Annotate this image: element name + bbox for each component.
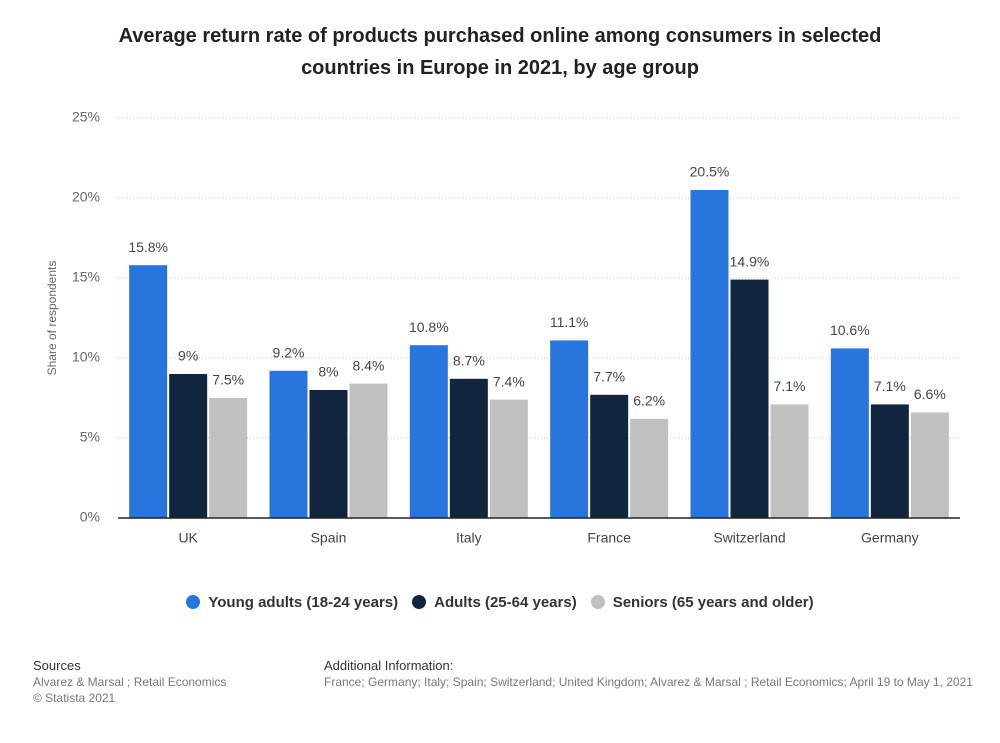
- value-label: 10.8%: [409, 319, 449, 335]
- value-label: 7.5%: [212, 372, 244, 388]
- bar: [690, 190, 729, 518]
- y-tick-label: 15%: [72, 269, 100, 285]
- value-label: 7.1%: [874, 378, 906, 394]
- legend-label: Adults (25-64 years): [434, 594, 577, 611]
- x-tick-label: Germany: [861, 530, 919, 546]
- value-label: 7.7%: [593, 369, 625, 385]
- x-tick-label: UK: [178, 530, 198, 546]
- value-label: 8%: [318, 364, 338, 380]
- bar: [489, 399, 528, 518]
- value-label: 14.9%: [730, 253, 770, 269]
- y-tick-label: 10%: [72, 349, 100, 365]
- x-tick-label: Switzerland: [713, 530, 785, 546]
- bar: [550, 340, 589, 518]
- bar: [870, 404, 909, 518]
- sources-heading: Sources: [33, 658, 81, 673]
- legend: Young adults (18-24 years) Adults (25-64 …: [0, 594, 1000, 611]
- value-label: 11.1%: [550, 314, 589, 330]
- bar: [409, 345, 448, 518]
- legend-item[interactable]: Adults (25-64 years): [412, 594, 577, 611]
- bar: [770, 404, 809, 518]
- value-label: 9.2%: [273, 345, 305, 361]
- y-tick-label: 0%: [80, 509, 100, 525]
- value-label: 6.2%: [633, 393, 665, 409]
- legend-swatch: [590, 595, 605, 609]
- bar: [590, 394, 629, 518]
- sources-text: Alvarez & Marsal ; Retail Economics: [33, 675, 227, 689]
- value-label: 7.4%: [493, 373, 525, 389]
- legend-label: Young adults (18-24 years): [208, 594, 399, 611]
- chart-title: Average return rate of products purchase…: [118, 25, 882, 79]
- bar: [209, 398, 248, 518]
- value-label: 8.4%: [353, 357, 385, 373]
- info-heading: Additional Information:: [324, 658, 454, 673]
- x-tick-label: France: [587, 530, 631, 546]
- value-label: 6.6%: [914, 386, 946, 402]
- bar: [910, 412, 949, 518]
- bar: [630, 418, 669, 518]
- value-label: 10.6%: [830, 322, 870, 338]
- bar: [730, 279, 769, 518]
- bar: [129, 265, 168, 518]
- x-tick-label: Italy: [456, 530, 482, 546]
- value-label: 20.5%: [690, 164, 730, 180]
- y-axis-label: Share of respondents: [45, 261, 59, 376]
- legend-label: Seniors (65 years and older): [612, 594, 814, 611]
- y-tick-label: 5%: [80, 429, 100, 445]
- y-tick-label: 20%: [72, 189, 100, 205]
- y-tick-label: 25%: [72, 109, 100, 125]
- value-label: 9%: [178, 348, 198, 364]
- bar: [269, 370, 308, 518]
- bar: [449, 378, 488, 518]
- bar: [830, 348, 869, 518]
- additional-info: Additional Information: France; Germany;…: [324, 658, 1000, 690]
- bar: [349, 383, 388, 518]
- sources: Sources Alvarez & Marsal ; Retail Econom…: [33, 658, 226, 706]
- legend-item[interactable]: Young adults (18-24 years): [186, 594, 398, 611]
- legend-swatch: [186, 595, 201, 609]
- legend-item[interactable]: Seniors (65 years and older): [590, 594, 814, 611]
- bar: [169, 374, 208, 518]
- copyright: © Statista 2021: [33, 691, 116, 705]
- bar: [309, 390, 348, 518]
- value-label: 8.7%: [453, 353, 485, 369]
- value-label: 15.8%: [128, 239, 168, 255]
- value-label: 7.1%: [774, 378, 806, 394]
- x-tick-label: Spain: [311, 530, 347, 546]
- legend-swatch: [412, 595, 427, 609]
- info-text: France; Germany; Italy; Spain; Switzerla…: [324, 675, 973, 689]
